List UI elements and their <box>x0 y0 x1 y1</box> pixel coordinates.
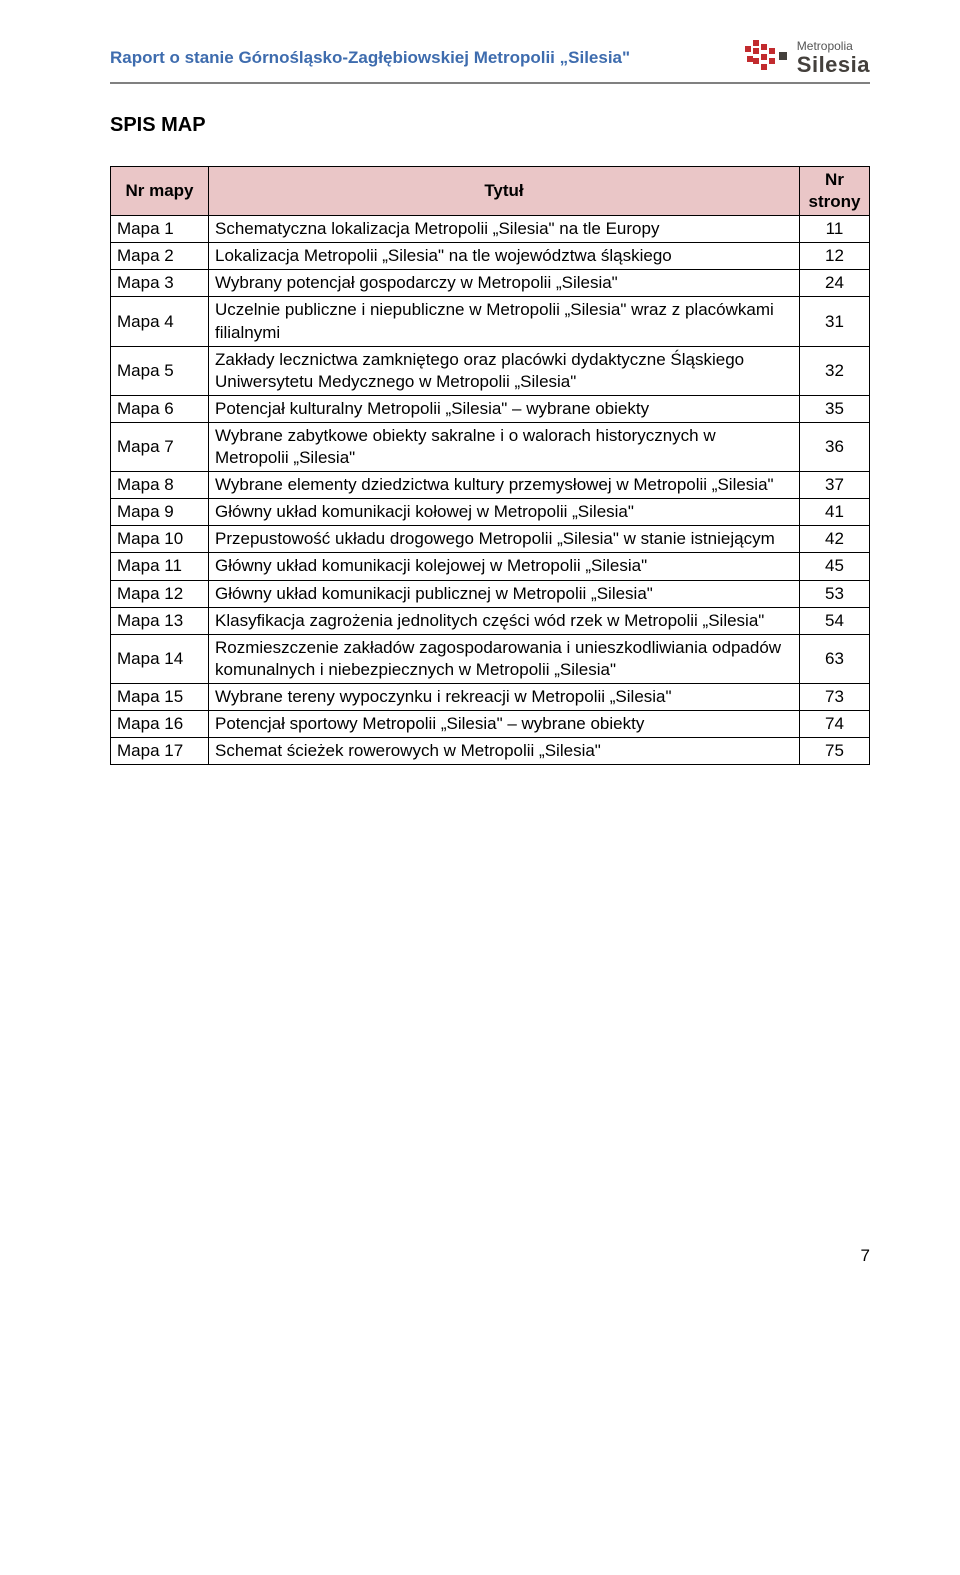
cell-page: 12 <box>800 243 870 270</box>
cell-page: 35 <box>800 395 870 422</box>
cell-page: 37 <box>800 472 870 499</box>
cell-page: 63 <box>800 634 870 683</box>
cell-title: Wybrane tereny wypoczynku i rekreacji w … <box>209 683 800 710</box>
cell-nr: Mapa 11 <box>111 553 209 580</box>
cell-title: Wybrany potencjał gospodarczy w Metropol… <box>209 270 800 297</box>
cell-nr: Mapa 10 <box>111 526 209 553</box>
logo: Metropolia Silesia <box>745 40 870 76</box>
cell-nr: Mapa 14 <box>111 634 209 683</box>
cell-nr: Mapa 3 <box>111 270 209 297</box>
cell-title: Główny układ komunikacji publicznej w Me… <box>209 580 800 607</box>
table-row: Mapa 13Klasyfikacja zagrożenia jednolity… <box>111 607 870 634</box>
table-row: Mapa 4Uczelnie publiczne i niepubliczne … <box>111 297 870 346</box>
table-row: Mapa 7Wybrane zabytkowe obiekty sakralne… <box>111 422 870 471</box>
cell-nr: Mapa 6 <box>111 395 209 422</box>
cell-page: 54 <box>800 607 870 634</box>
logo-text: Metropolia Silesia <box>797 40 870 76</box>
cell-nr: Mapa 4 <box>111 297 209 346</box>
cell-nr: Mapa 8 <box>111 472 209 499</box>
logo-text-bottom: Silesia <box>797 53 870 76</box>
col-header-title: Tytuł <box>209 167 800 216</box>
cell-nr: Mapa 12 <box>111 580 209 607</box>
cell-page: 53 <box>800 580 870 607</box>
cell-page: 73 <box>800 683 870 710</box>
cell-title: Główny układ komunikacji kołowej w Metro… <box>209 499 800 526</box>
cell-title: Główny układ komunikacji kolejowej w Met… <box>209 553 800 580</box>
table-row: Mapa 5Zakłady lecznictwa zamkniętego ora… <box>111 346 870 395</box>
table-row: Mapa 9Główny układ komunikacji kołowej w… <box>111 499 870 526</box>
cell-nr: Mapa 16 <box>111 710 209 737</box>
cell-page: 32 <box>800 346 870 395</box>
cell-page: 36 <box>800 422 870 471</box>
cell-nr: Mapa 5 <box>111 346 209 395</box>
table-row: Mapa 6Potencjał kulturalny Metropolii „S… <box>111 395 870 422</box>
cell-nr: Mapa 9 <box>111 499 209 526</box>
table-row: Mapa 16Potencjał sportowy Metropolii „Si… <box>111 710 870 737</box>
cell-nr: Mapa 13 <box>111 607 209 634</box>
silesia-logo-icon <box>745 40 789 76</box>
cell-nr: Mapa 17 <box>111 738 209 765</box>
cell-page: 24 <box>800 270 870 297</box>
table-row: Mapa 10Przepustowość układu drogowego Me… <box>111 526 870 553</box>
table-row: Mapa 3Wybrany potencjał gospodarczy w Me… <box>111 270 870 297</box>
header-divider <box>110 82 870 84</box>
cell-title: Potencjał kulturalny Metropolii „Silesia… <box>209 395 800 422</box>
logo-text-top: Metropolia <box>797 40 870 53</box>
table-header-row: Nr mapy Tytuł Nr strony <box>111 167 870 216</box>
table-row: Mapa 17Schemat ścieżek rowerowych w Metr… <box>111 738 870 765</box>
cell-page: 41 <box>800 499 870 526</box>
cell-nr: Mapa 7 <box>111 422 209 471</box>
cell-page: 75 <box>800 738 870 765</box>
section-heading: SPIS MAP <box>110 112 870 138</box>
cell-title: Wybrane zabytkowe obiekty sakralne i o w… <box>209 422 800 471</box>
table-row: Mapa 1Schematyczna lokalizacja Metropoli… <box>111 216 870 243</box>
cell-title: Potencjał sportowy Metropolii „Silesia" … <box>209 710 800 737</box>
cell-title: Przepustowość układu drogowego Metropoli… <box>209 526 800 553</box>
cell-page: 45 <box>800 553 870 580</box>
cell-nr: Mapa 1 <box>111 216 209 243</box>
cell-page: 74 <box>800 710 870 737</box>
maps-table: Nr mapy Tytuł Nr strony Mapa 1Schematycz… <box>110 166 870 765</box>
cell-title: Klasyfikacja zagrożenia jednolitych częś… <box>209 607 800 634</box>
cell-page: 31 <box>800 297 870 346</box>
cell-title: Lokalizacja Metropolii „Silesia" na tle … <box>209 243 800 270</box>
report-title: Raport o stanie Górnośląsko-Zagłębiowski… <box>110 47 630 69</box>
cell-title: Wybrane elementy dziedzictwa kultury prz… <box>209 472 800 499</box>
table-row: Mapa 2Lokalizacja Metropolii „Silesia" n… <box>111 243 870 270</box>
table-row: Mapa 11Główny układ komunikacji kolejowe… <box>111 553 870 580</box>
table-row: Mapa 15Wybrane tereny wypoczynku i rekre… <box>111 683 870 710</box>
cell-page: 11 <box>800 216 870 243</box>
cell-nr: Mapa 15 <box>111 683 209 710</box>
cell-nr: Mapa 2 <box>111 243 209 270</box>
table-row: Mapa 8Wybrane elementy dziedzictwa kultu… <box>111 472 870 499</box>
col-header-nr: Nr mapy <box>111 167 209 216</box>
table-row: Mapa 12Główny układ komunikacji publiczn… <box>111 580 870 607</box>
cell-title: Zakłady lecznictwa zamkniętego oraz plac… <box>209 346 800 395</box>
table-row: Mapa 14Rozmieszczenie zakładów zagospoda… <box>111 634 870 683</box>
cell-title: Schematyczna lokalizacja Metropolii „Sil… <box>209 216 800 243</box>
cell-title: Rozmieszczenie zakładów zagospodarowania… <box>209 634 800 683</box>
cell-page: 42 <box>800 526 870 553</box>
cell-title: Uczelnie publiczne i niepubliczne w Metr… <box>209 297 800 346</box>
page-header: Raport o stanie Górnośląsko-Zagłębiowski… <box>110 40 870 76</box>
cell-title: Schemat ścieżek rowerowych w Metropolii … <box>209 738 800 765</box>
col-header-page: Nr strony <box>800 167 870 216</box>
page-number: 7 <box>110 1245 870 1267</box>
